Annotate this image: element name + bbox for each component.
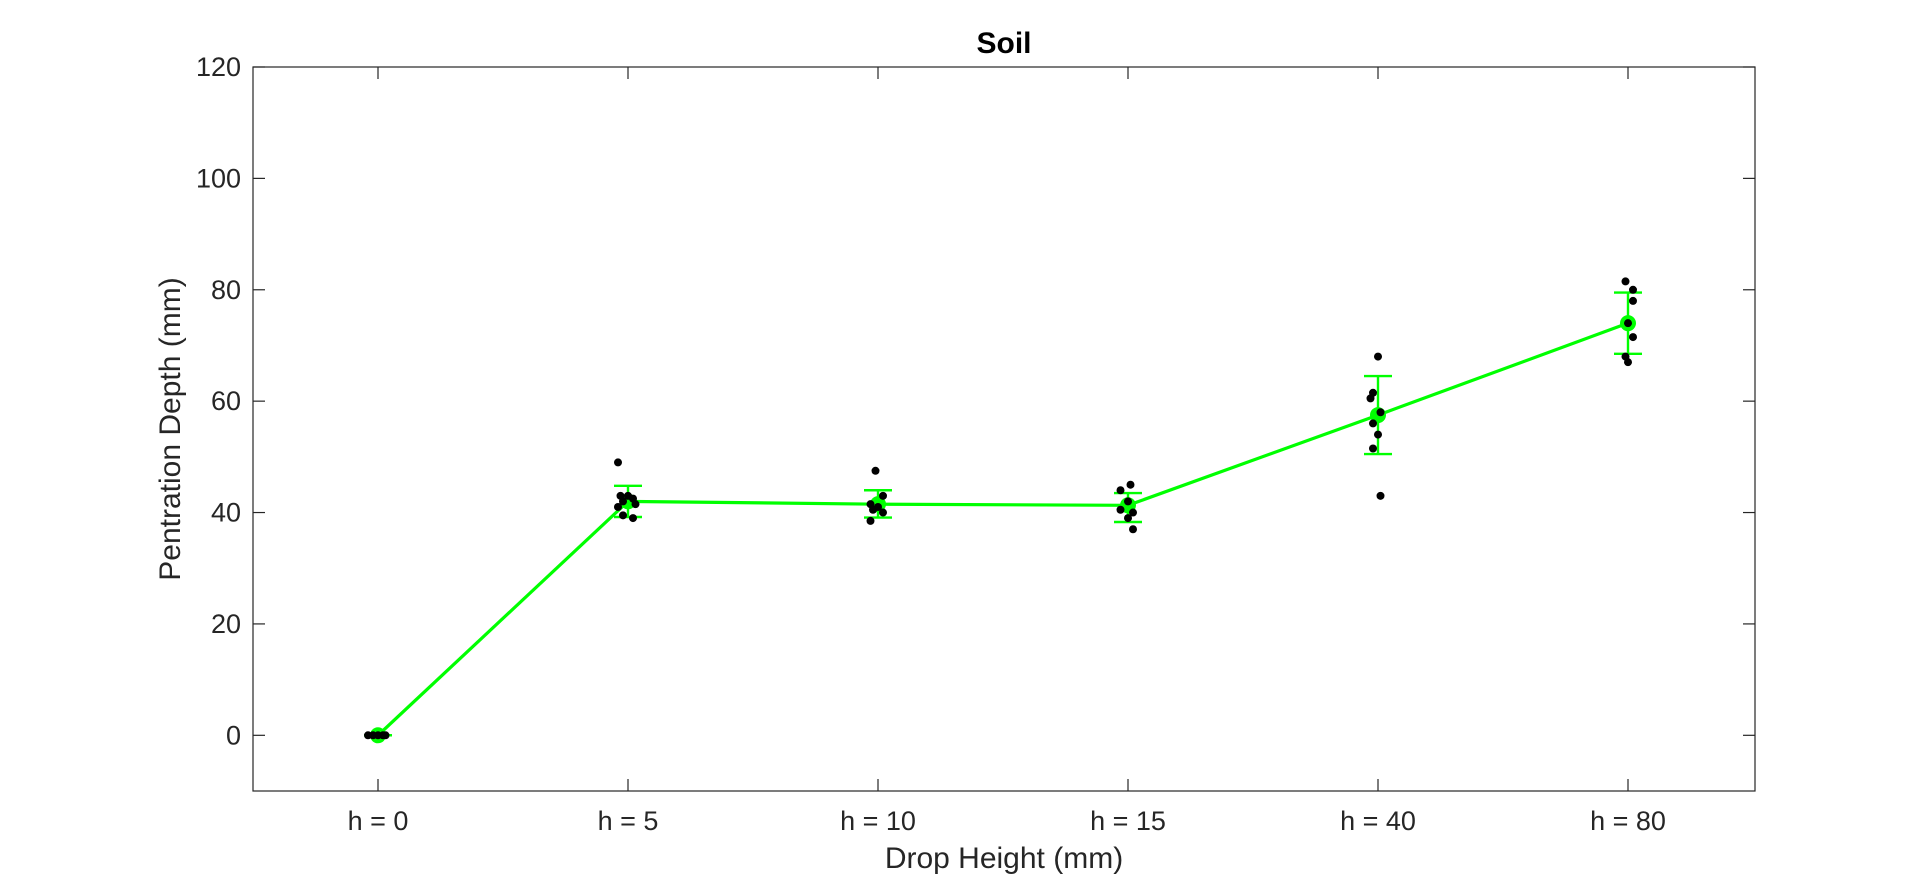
data-point [631, 500, 640, 509]
x-tick-label: h = 0 [348, 806, 409, 836]
data-point [866, 516, 875, 525]
data-point [1621, 277, 1630, 286]
data-point [1116, 505, 1125, 514]
data-point [1629, 333, 1637, 342]
data-point [1374, 430, 1382, 439]
y-tick-label: 120 [196, 52, 241, 82]
data-point [879, 508, 887, 517]
data-point [1124, 497, 1132, 506]
data-point [871, 466, 880, 475]
data-point [1629, 285, 1637, 294]
data-point [614, 458, 622, 467]
data-point [1129, 525, 1137, 534]
x-axis-title: Drop Height (mm) [885, 842, 1123, 875]
data-point [1129, 508, 1137, 517]
data-point [1369, 444, 1377, 453]
y-tick-label: 40 [211, 498, 241, 528]
data-point [1629, 296, 1637, 305]
y-axis-title: Pentration Depth (mm) [154, 277, 187, 580]
data-points [364, 277, 1637, 740]
data-point [879, 491, 887, 500]
data-point [1369, 419, 1377, 428]
mean-line-group [376, 321, 1629, 737]
y-tick-label: 20 [211, 609, 241, 639]
chart-title: Soil [976, 27, 1031, 60]
x-tick-labels: h = 0 h = 5 h = 10 h = 15 h = 40 h = 80 [348, 806, 1666, 836]
x-tick-label: h = 40 [1340, 806, 1416, 836]
data-point [619, 497, 627, 506]
data-point [1624, 358, 1632, 367]
data-point [1116, 486, 1125, 495]
data-point [1126, 480, 1135, 489]
mean-line [376, 321, 1629, 737]
axis-ticks [253, 66, 1755, 791]
data-point [1124, 514, 1132, 523]
data-point [1376, 491, 1385, 500]
data-point [1366, 394, 1375, 403]
x-tick-label: h = 10 [840, 806, 916, 836]
y-tick-label: 0 [226, 720, 241, 750]
x-tick-label: h = 5 [598, 806, 659, 836]
data-point [1376, 408, 1385, 417]
y-tick-labels: 0 20 40 60 80 100 120 [196, 52, 241, 750]
x-tick-label: h = 80 [1590, 806, 1666, 836]
data-point [629, 514, 637, 523]
data-point [869, 505, 877, 514]
data-point [381, 731, 390, 740]
data-point [1624, 319, 1632, 328]
y-tick-label: 80 [211, 275, 241, 305]
mean-markers [370, 315, 1636, 744]
y-tick-label: 100 [196, 163, 241, 193]
error-bars [364, 291, 1642, 737]
data-point [619, 511, 627, 520]
data-point [1374, 352, 1382, 361]
x-tick-label: h = 15 [1090, 806, 1166, 836]
data-point [614, 502, 622, 511]
y-tick-label: 60 [211, 386, 241, 416]
plot-area-frame [252, 66, 1756, 792]
